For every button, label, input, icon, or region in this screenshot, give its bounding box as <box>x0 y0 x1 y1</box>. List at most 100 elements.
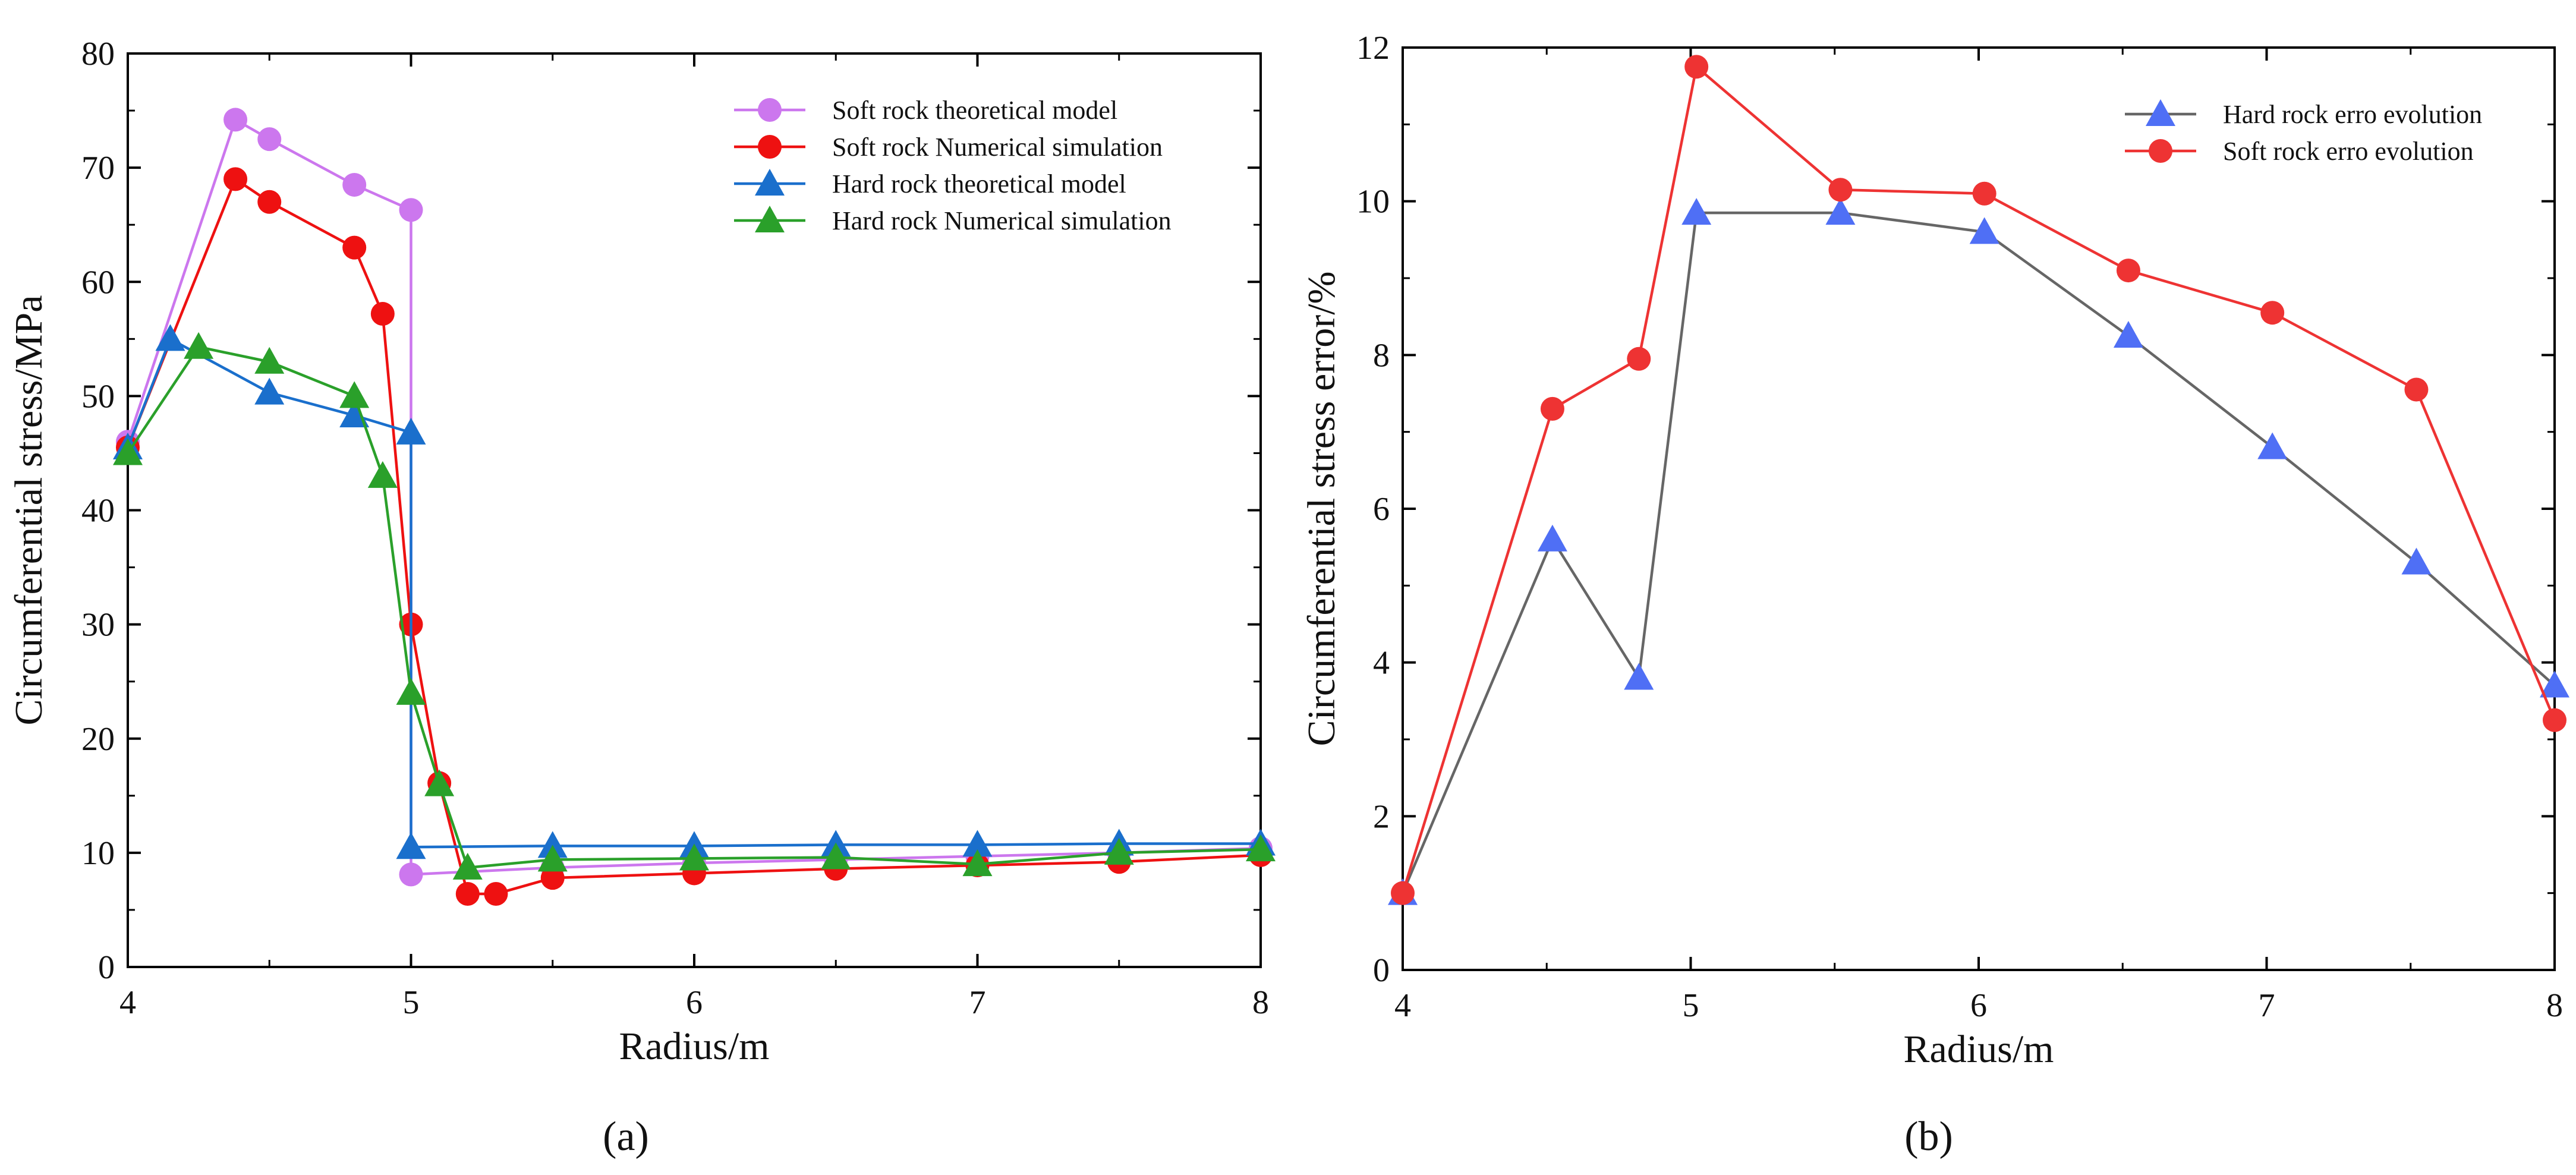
panel-b-y-tick-label: 12 <box>1356 30 1390 67</box>
panel-a-legend: Soft rock theoretical model Soft rock Num… <box>734 96 1172 235</box>
panel-a-y-tick-label: 30 <box>81 607 115 644</box>
panel-a-y-tick-label: 10 <box>81 835 115 872</box>
panel-a-series-hard-rock-theoretical-model-point <box>962 830 993 857</box>
panel-b-label: (b) <box>1904 1114 1953 1160</box>
panel-a-series-hard-rock-numerical-simulation-point <box>396 678 426 705</box>
panel-a-series-soft-rock-theoretical-model-point <box>342 172 367 197</box>
panel-a-series-hard-rock-theoretical-model-point <box>155 324 185 351</box>
panel-a-series-hard-rock-theoretical-model <box>113 324 1276 859</box>
panel-b-x-tick-label: 7 <box>2259 987 2275 1024</box>
panel-b-series-hard-rock-erro-evolution-point <box>2257 432 2288 459</box>
panel-a-series-hard-rock-numerical-simulation <box>113 332 1276 880</box>
panel-a-legend-entry-hard-rock-numerical-simulation-swatch-marker <box>755 206 785 232</box>
panel-a-x-tick-label: 8 <box>1252 984 1269 1021</box>
panel-a-legend-entry-hard-rock-theoretical-model-label: Hard rock theoretical model <box>832 169 1126 199</box>
panel-b-x-axis-label: Radius/m <box>1903 1028 2054 1071</box>
panel-a-series-soft-rock-theoretical-model-point <box>399 198 423 222</box>
panel-b-legend-entry-hard-rock-erro-evolution: Hard rock erro evolution <box>2125 99 2482 129</box>
panel-b-y-tick-label: 4 <box>1373 645 1390 682</box>
panel-a-series-hard-rock-theoretical-model-point <box>254 377 285 405</box>
panel-a-series-hard-rock-numerical-simulation-point <box>367 461 398 488</box>
panel-a-legend-entry-soft-rock-numerical-simulation-label: Soft rock Numerical simulation <box>832 133 1163 162</box>
panel-a-y-axis-label: Circumferential stress/MPa <box>7 295 51 725</box>
panel-a-y-tick-label: 0 <box>98 949 115 986</box>
panel-a-x-tick-label: 4 <box>119 984 136 1021</box>
panel-a-series-hard-rock-numerical-simulation-point <box>679 843 709 871</box>
panel-a-label: (a) <box>603 1114 649 1160</box>
panel-b-x-tick-label: 6 <box>1970 987 1987 1024</box>
panel-a-y-tick-label: 40 <box>81 493 115 530</box>
panel-b-series-hard-rock-erro-evolution-point <box>2401 547 2432 575</box>
panel-a-legend-entry-soft-rock-theoretical-model-label: Soft rock theoretical model <box>832 96 1117 125</box>
panel-a-series-hard-rock-numerical-simulation-point <box>339 381 370 408</box>
panel-b-series-hard-rock-erro-evolution <box>1388 198 2569 905</box>
panel-b-y-tick-label: 6 <box>1373 491 1390 528</box>
panel-b-legend-entry-soft-rock-erro-evolution: Soft rock erro evolution <box>2125 137 2474 166</box>
panel-b-series-soft-rock-erro-evolution-line <box>1401 65 2556 894</box>
panel-a-y-tick-label: 70 <box>81 150 115 187</box>
panel-b-x-tick-label: 8 <box>2546 987 2563 1024</box>
panel-b-series-hard-rock-erro-evolution-point <box>1825 198 1856 225</box>
panel-b-y-tick-label: 0 <box>1373 952 1390 989</box>
panel-b-series-hard-rock-erro-evolution-point <box>1969 217 1999 244</box>
panel-a-legend-entry-hard-rock-theoretical-model-swatch-marker <box>755 169 785 196</box>
panel-a-series-hard-rock-numerical-simulation-point <box>537 845 568 872</box>
panel-b-series-soft-rock-erro-evolution-point <box>1684 55 1709 79</box>
panel-a-series-hard-rock-numerical-simulation-point <box>113 438 143 465</box>
panel-a-series-hard-rock-numerical-simulation-line <box>127 345 1261 870</box>
panel-a-legend-entry-soft-rock-numerical-simulation: Soft rock Numerical simulation <box>734 133 1163 162</box>
panel-a-x-tick-label: 5 <box>403 984 420 1021</box>
panel-b-series-hard-rock-erro-evolution-point <box>1537 524 1567 552</box>
panel-b-legend: Hard rock erro evolution Soft rock erro e… <box>2125 99 2482 166</box>
panel-a-legend-entry-hard-rock-theoretical-model: Hard rock theoretical model <box>734 169 1126 199</box>
panel-b-y-axis-label: Circumferential stress error/% <box>1300 271 1343 746</box>
panel-b-series-soft-rock-erro-evolution-point <box>1391 881 1415 905</box>
panel-a-series-soft-rock-numerical-simulation-point <box>342 235 367 260</box>
panel-b-series-soft-rock-erro-evolution-point <box>1540 396 1564 421</box>
panel-b-series-hard-rock-erro-evolution-point <box>1681 198 1712 225</box>
panel-a-series-soft-rock-numerical-simulation-line <box>126 178 1261 896</box>
panel-b-legend-entry-soft-rock-erro-evolution-swatch-marker <box>2149 139 2172 163</box>
panel-a-series-soft-rock-numerical-simulation-point <box>455 882 480 906</box>
panel-a-series-hard-rock-theoretical-model-point <box>537 831 568 858</box>
panel-b-legend-entry-hard-rock-erro-evolution-swatch-marker <box>2146 99 2175 126</box>
panel-b-series-soft-rock-erro-evolution-point <box>2260 301 2285 325</box>
panel-a-series-soft-rock-numerical-simulation-point <box>223 167 248 191</box>
panel-a-series-soft-rock-numerical-simulation-point <box>540 866 565 890</box>
panel-a-series-hard-rock-theoretical-model-point <box>396 417 426 445</box>
panel-b-x-tick-label: 4 <box>1394 987 1411 1024</box>
panel-b-legend-entry-soft-rock-erro-evolution-label: Soft rock erro evolution <box>2223 137 2474 166</box>
panel-a-series-soft-rock-numerical-simulation-point <box>257 190 282 214</box>
panel-b-series-soft-rock-erro-evolution-point <box>1972 181 1996 206</box>
panel-a-chart: 4 5 6 7 801020304050607080Radius/mCircumfere… <box>7 36 1276 1068</box>
panel-a-series-hard-rock-numerical-simulation-point <box>1104 837 1134 865</box>
panel-b-series-hard-rock-erro-evolution-line <box>1401 211 2556 894</box>
panel-a-legend-entry-soft-rock-numerical-simulation-swatch-marker <box>758 135 782 159</box>
panel-a-series-hard-rock-numerical-simulation-point <box>452 852 483 880</box>
panel-b-series-soft-rock-erro-evolution-point <box>2116 259 2140 283</box>
panel-a-series-hard-rock-numerical-simulation-point <box>1246 834 1276 862</box>
panel-a-series-soft-rock-theoretical-model-point <box>399 862 423 887</box>
panel-a-series-soft-rock-theoretical-model-point <box>257 127 282 152</box>
panel-a-x-axis-label: Radius/m <box>619 1025 769 1068</box>
panel-a-series-hard-rock-numerical-simulation-point <box>962 849 993 877</box>
panel-a-series-hard-rock-numerical-simulation-point <box>424 769 455 796</box>
panel-a-y-tick-label: 60 <box>81 264 115 301</box>
panel-a-y-tick-label: 50 <box>81 378 115 415</box>
panel-a-y-tick-label: 80 <box>81 36 115 73</box>
panel-b-x-tick-label: 5 <box>1683 987 1699 1024</box>
panel-a-y-tick-label: 20 <box>81 721 115 758</box>
panel-b-legend-entry-hard-rock-erro-evolution-label: Hard rock erro evolution <box>2223 100 2482 129</box>
panel-a-x-tick-label: 7 <box>969 984 986 1021</box>
panel-b-chart: 4 5 6 7 8 0 2 4 6 8 10 12 Radius/m Circumferential st… <box>1300 30 2569 1071</box>
panel-b-y-tick-label: 8 <box>1373 337 1390 374</box>
panel-a-series-hard-rock-theoretical-model-line <box>126 338 1261 849</box>
panel-b-series-hard-rock-erro-evolution-point <box>2113 321 2143 348</box>
panel-a-series-hard-rock-numerical-simulation-point <box>821 842 851 870</box>
panel-a-series-hard-rock-theoretical-model-point <box>396 832 426 859</box>
panel-a-series-hard-rock-numerical-simulation-point <box>184 332 214 359</box>
panel-b-series-hard-rock-erro-evolution-point <box>2540 670 2569 698</box>
panel-a-legend-entry-hard-rock-numerical-simulation: Hard rock Numerical simulation <box>734 206 1172 235</box>
panel-b-series-soft-rock-erro-evolution <box>1391 55 2566 905</box>
